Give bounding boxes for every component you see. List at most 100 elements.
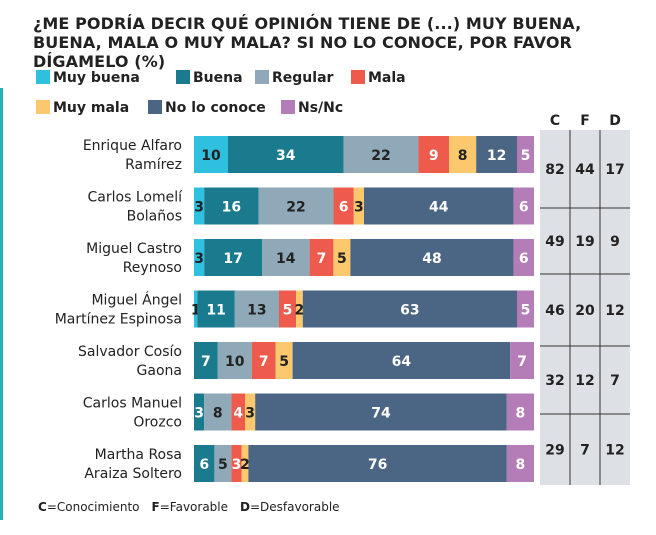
footer-key: D — [240, 500, 250, 514]
category-label: Martínez Espinosa — [55, 312, 182, 328]
data-label: 22 — [286, 200, 305, 216]
legend-swatch — [351, 70, 365, 84]
category-label: Orozco — [133, 415, 182, 431]
data-label: 9 — [429, 148, 439, 164]
bar-segment-mala — [231, 393, 245, 431]
data-label: 7 — [259, 354, 269, 370]
data-label: 6 — [339, 200, 349, 216]
bar-segment-regular — [262, 239, 310, 276]
bar-segment-buena — [197, 290, 235, 328]
bar-segment-ns-nc — [517, 136, 534, 173]
legend-label: Muy mala — [53, 100, 130, 116]
bar-segment-regular — [343, 136, 419, 173]
bar-row: 6 5 32 76 8 — [194, 445, 534, 482]
accent-bar — [0, 88, 3, 520]
legend-swatch — [148, 100, 162, 114]
data-label: 10 — [225, 354, 245, 370]
bar-segment-regular — [214, 445, 232, 482]
legend-swatch — [36, 70, 50, 84]
data-label: 3 — [245, 406, 255, 422]
footer-key: C — [38, 500, 47, 514]
table-cell: 46 — [545, 303, 564, 319]
data-label: 14 — [276, 251, 296, 267]
bar-segment-muy-buena — [194, 239, 205, 276]
table-cell: 17 — [605, 162, 624, 178]
legend-swatch — [36, 100, 50, 114]
legend-label: Buena — [193, 70, 243, 86]
data-label: 8 — [516, 406, 526, 422]
bar-row: 3 17 14 7 5 48 6 — [194, 239, 534, 276]
footer-label: =Favorable — [159, 500, 229, 514]
legend-item-regular: Regular — [255, 70, 333, 86]
category-label: Ramírez — [125, 157, 182, 173]
category-label: Enrique Alfaro — [83, 138, 182, 154]
bar-segment-muy-mala — [333, 239, 351, 276]
legend-swatch — [281, 100, 295, 114]
legend-label: Muy buena — [53, 70, 140, 86]
bar-segment-mala — [418, 136, 449, 173]
data-label: 8 — [458, 148, 468, 164]
table-cell: 20 — [575, 303, 595, 319]
category-label: Martha Rosa — [95, 447, 182, 463]
table-cell: 29 — [545, 443, 564, 459]
legend-swatch — [255, 70, 269, 84]
data-label: 44 — [429, 200, 449, 216]
data-label: 5 — [283, 303, 293, 319]
data-label: 5 — [521, 303, 531, 319]
category-label: Miguel Castro — [86, 241, 182, 257]
data-label: 17 — [223, 251, 242, 267]
bar-row: 3 8 4 3 74 8 — [194, 393, 534, 431]
bar-segment-mala — [231, 445, 242, 482]
data-label: 1 — [191, 303, 201, 319]
bar-segment-muy-buena — [194, 290, 198, 328]
bar-segment-buena — [194, 342, 218, 379]
footer-label: =Conocimiento — [46, 500, 140, 514]
data-label: 5 — [521, 148, 531, 164]
bar-row: 1 11 13 5 2 63 5 — [191, 290, 534, 328]
bar-segment-muy-buena — [194, 187, 205, 225]
bar-segment-muy-mala — [275, 342, 293, 379]
table-cell: 32 — [545, 373, 564, 389]
category-label: Salvador Cosío — [78, 344, 182, 360]
footer-label: =Desfavorable — [249, 500, 340, 514]
bar-segment-ns-nc — [510, 342, 534, 379]
bar-segment-mala — [309, 239, 334, 276]
bar-segment-ns-nc — [506, 393, 534, 431]
data-label: 63 — [400, 303, 419, 319]
category-label: Gaona — [137, 363, 182, 379]
bar-segment-muy-mala — [245, 393, 256, 431]
bar-segment-no-lo-conoce — [255, 393, 507, 431]
bar-segment-muy-mala — [296, 290, 303, 328]
data-label: 3 — [194, 406, 204, 422]
data-label: 12 — [487, 148, 506, 164]
bar-segment-buena — [228, 136, 344, 173]
legend-label: Ns/Nc — [298, 100, 344, 116]
data-label: 34 — [276, 148, 296, 164]
bar-segment-no-lo-conoce — [302, 290, 517, 328]
data-label: 5 — [218, 457, 228, 473]
bar-segment-regular — [217, 342, 252, 379]
data-label: 6 — [519, 251, 529, 267]
data-label: 7 — [517, 354, 527, 370]
bar-segment-mala — [333, 187, 354, 225]
data-label: 48 — [422, 251, 441, 267]
table-cell: 19 — [575, 234, 594, 250]
footer: C=Conocimiento F=Favorable D=Desfavorable — [38, 500, 352, 514]
legend-item-muy-buena: Muy buena — [36, 70, 140, 86]
bar-segment-no-lo-conoce — [476, 136, 517, 173]
bar-segment-ns-nc — [513, 239, 534, 276]
bar-row: 3 16 22 6 3 44 6 — [194, 187, 534, 225]
bar-segment-no-lo-conoce — [292, 342, 511, 379]
data-label: 2 — [295, 303, 305, 319]
data-label: 3 — [194, 251, 204, 267]
legend-item-buena: Buena — [176, 70, 243, 86]
table-cell: 44 — [575, 162, 595, 178]
data-label: 3 — [232, 457, 242, 473]
category-label: Miguel Ángel — [91, 292, 182, 309]
data-label: 64 — [392, 354, 412, 370]
category-label: Carlos Lomelí — [88, 190, 184, 206]
data-label: 16 — [222, 200, 241, 216]
footer-item-favorable: F=Favorable — [152, 500, 228, 514]
data-label: 74 — [371, 406, 391, 422]
